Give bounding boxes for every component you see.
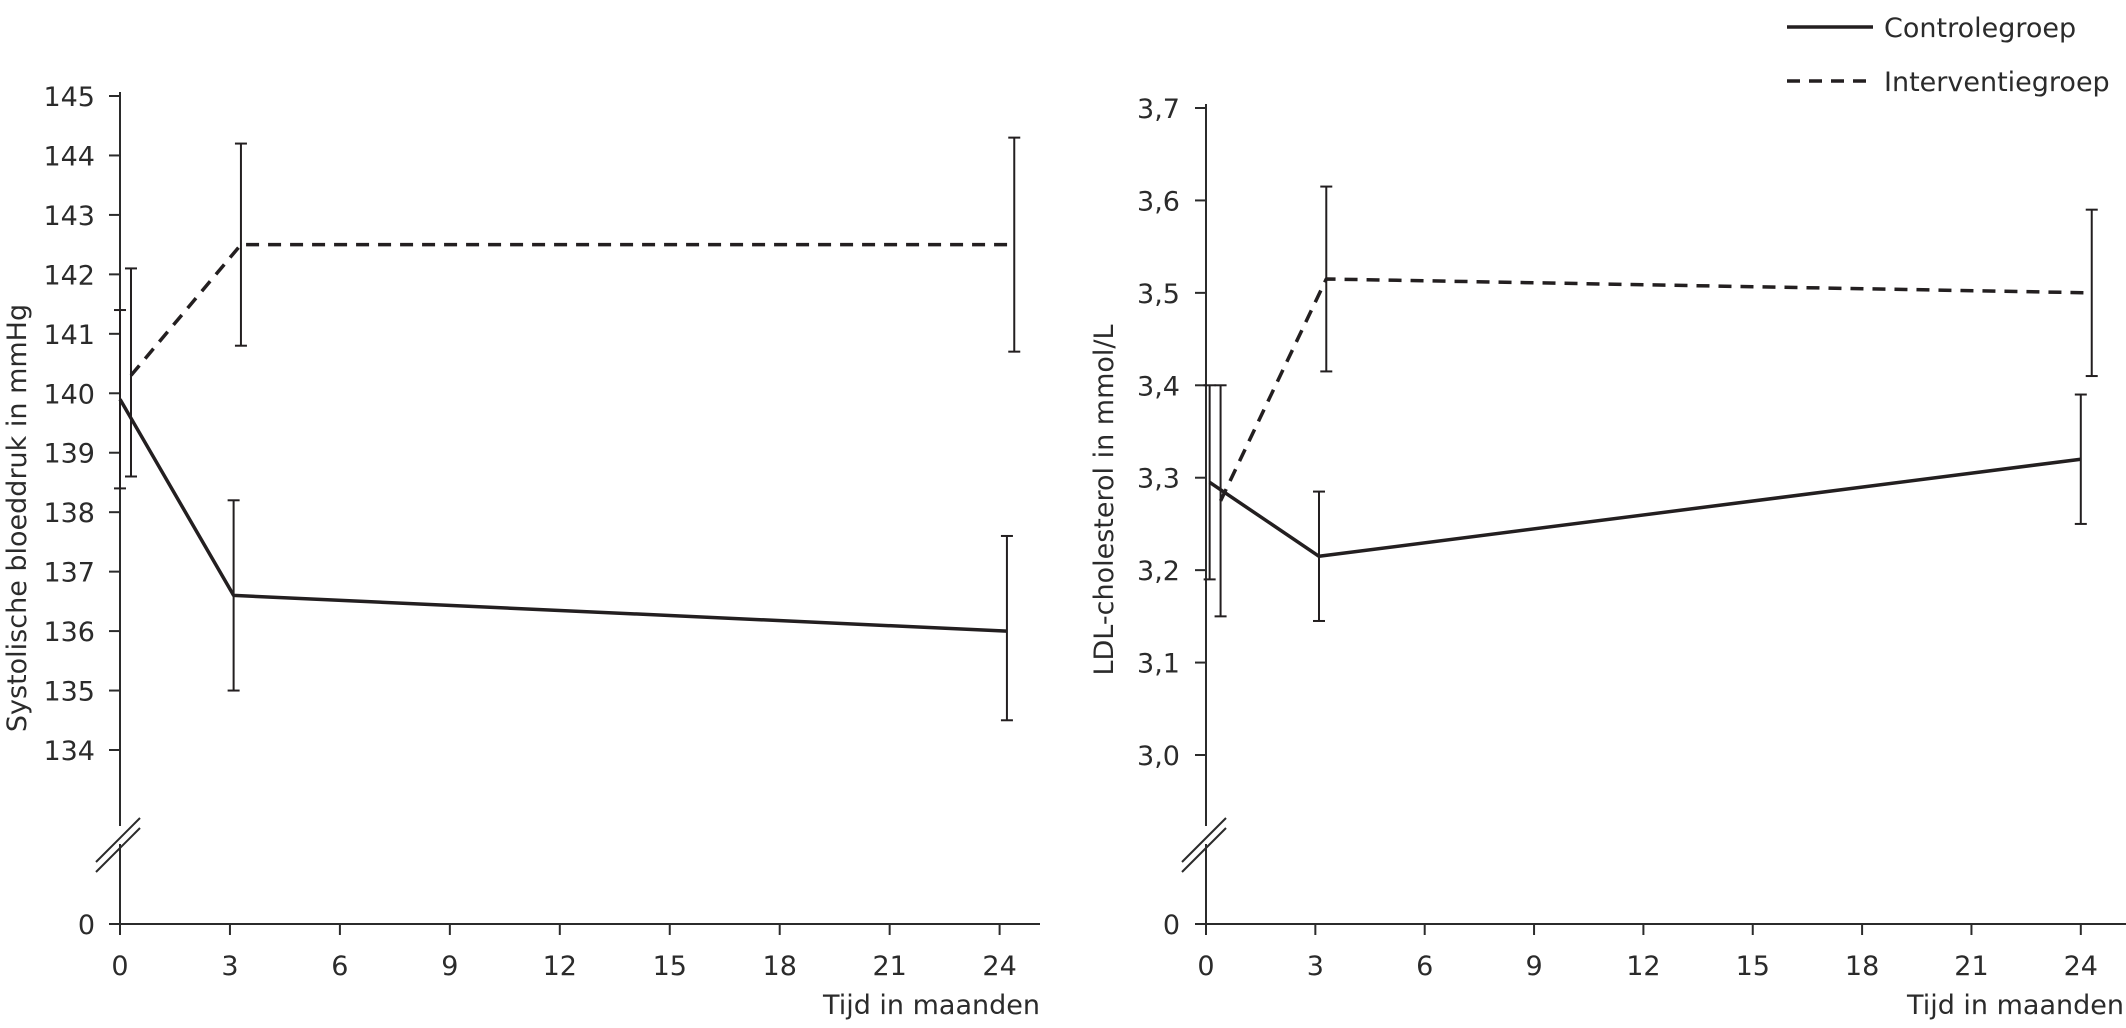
y-tick-label: 3,1	[1137, 649, 1180, 680]
series-controlegroep	[114, 309, 1013, 722]
axis-break-mark	[95, 827, 141, 873]
series-interventiegroep	[1214, 185, 2098, 618]
y-tick-label: 3,7	[1137, 94, 1180, 125]
x-tick-label: 12	[1626, 951, 1660, 982]
series-line-interventiegroep	[129, 242, 1015, 377]
y-tick-label: 137	[43, 558, 95, 589]
y-tick-label: 134	[43, 736, 95, 767]
y-tick-label: 144	[43, 141, 95, 172]
legend-label-controlegroep: Controlegroep	[1884, 13, 2076, 44]
series-interventiegroep	[124, 136, 1021, 478]
x-tick-label: 0	[111, 951, 128, 982]
x-tick-label: 9	[441, 951, 458, 982]
x-tick-label: 9	[1525, 951, 1542, 982]
series-line-interventiegroep	[1219, 277, 2092, 502]
y-tick-label: 143	[43, 201, 95, 232]
legend: Controlegroep Interventiegroep	[1787, 13, 2110, 98]
y-tick-label: 3,0	[1137, 741, 1180, 772]
y-tick-label: 3,2	[1137, 556, 1180, 587]
y-tick-label: 142	[43, 260, 95, 291]
x-tick-label: 15	[1736, 951, 1770, 982]
y-tick-label: 145	[43, 82, 95, 113]
y-tick-label: 3,4	[1137, 371, 1180, 402]
x-tick-label: 12	[543, 951, 577, 982]
x-tick-label: 6	[331, 951, 348, 982]
x-tick-label: 21	[1954, 951, 1988, 982]
x-tick-label: 18	[1845, 951, 1879, 982]
x-tick-label: 3	[1307, 951, 1324, 982]
x-tick-label: 18	[763, 951, 797, 982]
y-tick-label: 138	[43, 498, 95, 529]
y-tick-label: 139	[43, 439, 95, 470]
y-tick-label-zero: 0	[78, 910, 95, 941]
axis-break-mark	[95, 817, 141, 863]
x-tick-label: 0	[1197, 951, 1214, 982]
y-tick-label: 140	[43, 379, 95, 410]
series-controlegroep	[1203, 384, 2087, 622]
x-tick-label: 21	[872, 951, 906, 982]
x-tick-label: 3	[221, 951, 238, 982]
y-tick-label: 3,6	[1137, 186, 1180, 217]
x-tick-label: 6	[1416, 951, 1433, 982]
axis-break-mark	[1181, 827, 1227, 873]
series-line-controlegroep	[1208, 457, 2082, 559]
y-axis-title: LDL-cholesterol in mmol/L	[1089, 324, 1120, 675]
x-axis-title: Tijd in maanden	[822, 990, 1040, 1021]
x-axis-title: Tijd in maanden	[1906, 990, 2124, 1021]
x-tick-label: 15	[653, 951, 687, 982]
legend-label-interventiegroep: Interventiegroep	[1884, 67, 2110, 98]
y-tick-label: 136	[43, 617, 95, 648]
y-axis-title: Systolische bloeddruk in mmHg	[2, 304, 33, 732]
x-tick-label: 24	[982, 951, 1016, 982]
axis-break-mark	[1181, 817, 1227, 863]
y-tick-label: 3,5	[1137, 279, 1180, 310]
y-tick-label: 135	[43, 677, 95, 708]
y-tick-label: 3,3	[1137, 464, 1180, 495]
chart-panel-ldl-cholesterol: 3,0 3,1 3,2 3,3 3,4 3,5 3,6 3,7 00 3 6 9 12 15 18 21 24 T…	[1089, 94, 2126, 1021]
series-line-controlegroep	[118, 398, 1008, 633]
chart-panel-blood-pressure: 134 135 136 137 138 139 140 141 142 143 144 145 00 3 6…	[2, 82, 1040, 1021]
x-tick-label: 24	[2064, 951, 2098, 982]
y-tick-label-zero: 0	[1163, 910, 1180, 941]
y-tick-label: 141	[43, 320, 95, 351]
